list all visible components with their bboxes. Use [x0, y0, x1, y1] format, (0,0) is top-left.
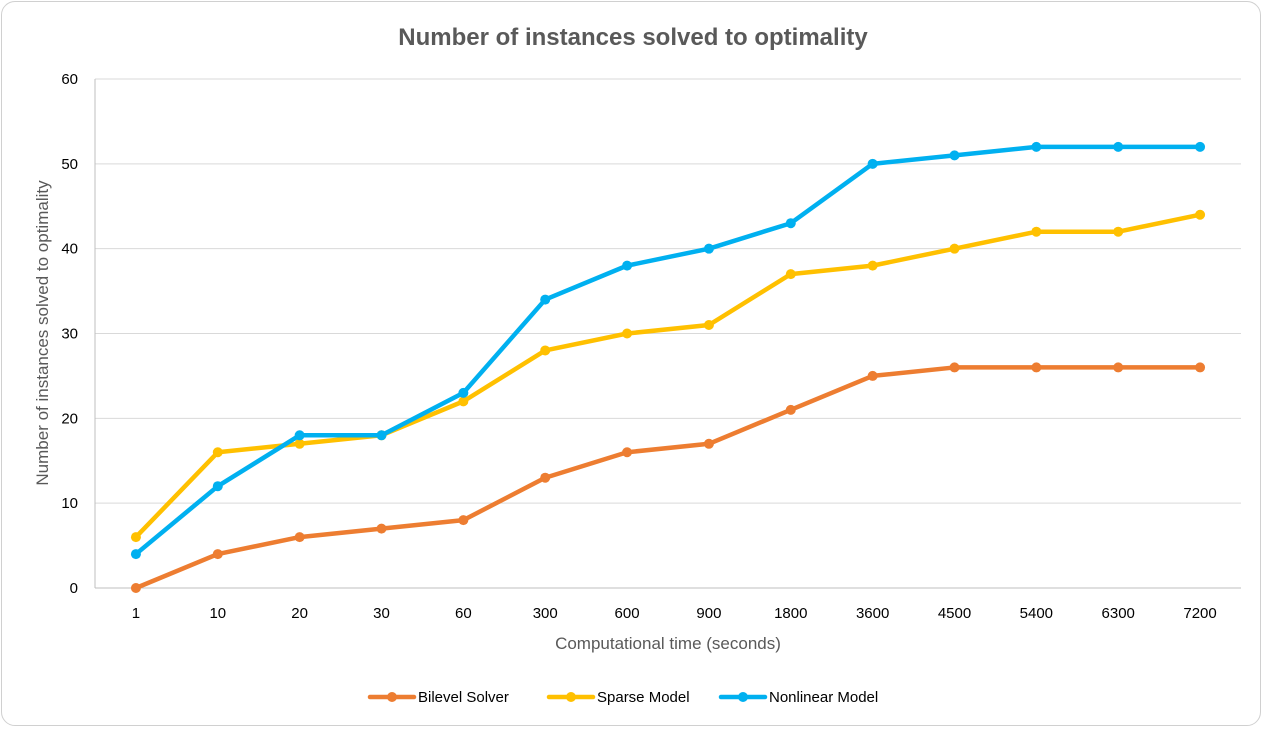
data-point-bilevel-solver: [376, 523, 387, 534]
data-point-bilevel-solver: [294, 532, 305, 543]
x-tick-label: 3600: [856, 605, 889, 622]
x-tick-label: 6300: [1102, 605, 1135, 622]
legend: Bilevel Solver Sparse Model Nonlinear Mode…: [367, 689, 878, 706]
data-point-nonlinear-model: [949, 150, 960, 161]
data-point-nonlinear-model: [867, 158, 878, 169]
series-sparse-model: [130, 209, 1206, 543]
legend-item-nonlinear-model: Nonlinear Model: [718, 689, 878, 706]
data-point-sparse-model: [540, 345, 551, 356]
x-tick-label: 900: [696, 605, 721, 622]
data-point-sparse-model: [622, 328, 633, 339]
data-point-nonlinear-model: [294, 430, 305, 441]
data-point-nonlinear-model: [130, 549, 141, 560]
data-point-nonlinear-model: [540, 294, 551, 305]
x-axis-title: Computational time (seconds): [555, 634, 781, 653]
data-point-bilevel-solver: [949, 362, 960, 373]
x-tick-label: 20: [291, 605, 308, 622]
data-point-bilevel-solver: [785, 404, 796, 415]
x-tick-label: 300: [533, 605, 558, 622]
data-point-bilevel-solver: [1195, 362, 1206, 373]
series-bilevel-solver: [130, 362, 1206, 593]
legend-swatch-marker: [387, 692, 397, 702]
data-point-bilevel-solver: [458, 515, 469, 526]
legend-label: Nonlinear Model: [769, 689, 878, 706]
data-point-sparse-model: [458, 396, 469, 407]
y-tick-label: 50: [61, 156, 78, 173]
data-point-sparse-model: [212, 447, 223, 458]
x-tick-label: 1800: [774, 605, 807, 622]
data-point-nonlinear-model: [212, 481, 223, 492]
data-point-nonlinear-model: [376, 430, 387, 441]
legend-label: Bilevel Solver: [418, 689, 509, 706]
data-point-sparse-model: [1031, 226, 1042, 237]
y-tick-label: 40: [61, 241, 78, 258]
series-nonlinear-model: [130, 141, 1206, 560]
legend-item-bilevel-solver: Bilevel Solver: [367, 689, 509, 706]
x-tick-label: 7200: [1183, 605, 1216, 622]
y-tick-label: 10: [61, 495, 78, 512]
data-point-bilevel-solver: [1031, 362, 1042, 373]
data-point-nonlinear-model: [785, 218, 796, 229]
gridlines: [94, 78, 1241, 589]
y-axis-ticks: 0 10 20 30 40 50 60: [61, 71, 78, 597]
y-tick-label: 60: [61, 71, 78, 88]
data-point-nonlinear-model: [622, 260, 633, 271]
y-tick-label: 30: [61, 326, 78, 343]
data-point-sparse-model: [1195, 209, 1206, 220]
data-point-sparse-model: [703, 320, 714, 331]
series-line-sparse-model: [133, 212, 1203, 540]
data-point-bilevel-solver: [540, 472, 551, 483]
legend-item-sparse-model: Sparse Model: [546, 689, 690, 706]
data-point-nonlinear-model: [458, 387, 469, 398]
data-point-bilevel-solver: [867, 370, 878, 381]
x-tick-label: 30: [373, 605, 390, 622]
legend-swatch-marker: [738, 692, 748, 702]
x-axis-ticks: 1 10 20 30 60 300 600 900 1800 3600 4500 5400 6300 72…: [132, 605, 1217, 622]
y-tick-label: 0: [70, 580, 78, 597]
x-tick-label: 1: [132, 605, 140, 622]
data-point-sparse-model: [1113, 226, 1124, 237]
data-point-sparse-model: [130, 532, 141, 543]
x-tick-label: 4500: [938, 605, 971, 622]
data-point-sparse-model: [294, 438, 305, 449]
data-point-bilevel-solver: [130, 583, 141, 593]
data-point-sparse-model: [949, 243, 960, 254]
x-tick-label: 10: [209, 605, 226, 622]
data-point-nonlinear-model: [1031, 141, 1042, 152]
data-point-bilevel-solver: [212, 549, 223, 560]
x-tick-label: 5400: [1020, 605, 1053, 622]
data-point-nonlinear-model: [1195, 141, 1206, 152]
chart-title: Number of instances solved to optimality: [398, 24, 868, 51]
legend-label: Sparse Model: [597, 689, 690, 706]
series-group: [130, 141, 1206, 593]
x-tick-label: 600: [615, 605, 640, 622]
series-line-bilevel-solver: [133, 365, 1203, 591]
data-point-nonlinear-model: [703, 243, 714, 254]
series-line-nonlinear-model: [133, 144, 1203, 557]
data-point-nonlinear-model: [1113, 141, 1124, 152]
y-tick-label: 20: [61, 410, 78, 427]
data-point-bilevel-solver: [1113, 362, 1124, 373]
x-tick-label: 60: [455, 605, 472, 622]
data-point-sparse-model: [867, 260, 878, 271]
y-axis-title: Number of instances solved to optimality: [33, 180, 52, 486]
data-point-bilevel-solver: [703, 438, 714, 449]
legend-swatch-marker: [566, 692, 576, 702]
data-point-sparse-model: [785, 269, 796, 280]
data-point-bilevel-solver: [622, 447, 633, 458]
